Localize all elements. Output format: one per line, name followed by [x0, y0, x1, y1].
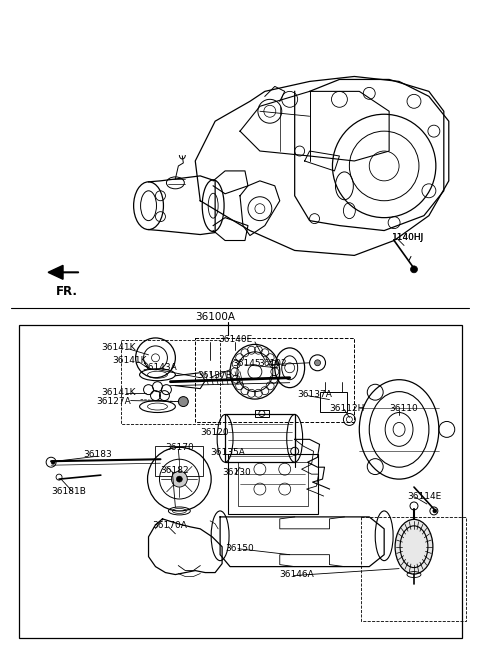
- Text: 36141K: 36141K: [101, 343, 135, 352]
- Bar: [120, 340, 220, 424]
- Text: 36114E: 36114E: [407, 492, 441, 501]
- Text: 36137A: 36137A: [298, 390, 333, 399]
- Text: 36141K: 36141K: [101, 388, 135, 397]
- Bar: [320, 392, 348, 411]
- Text: 36135A: 36135A: [210, 448, 245, 457]
- Text: 36112H: 36112H: [329, 403, 365, 413]
- Text: 36150: 36150: [225, 544, 254, 553]
- Bar: [225, 415, 295, 462]
- Bar: [238, 462, 308, 506]
- Bar: [156, 446, 203, 476]
- Text: 36181B: 36181B: [51, 487, 86, 496]
- Text: 1140HJ: 1140HJ: [392, 233, 424, 242]
- Circle shape: [410, 266, 418, 273]
- Bar: [19, 325, 462, 638]
- Text: 36130: 36130: [222, 468, 251, 477]
- Text: 36102: 36102: [258, 359, 287, 368]
- Circle shape: [171, 471, 187, 487]
- Text: 36183: 36183: [83, 450, 112, 459]
- Text: 1140HJ: 1140HJ: [392, 233, 424, 242]
- Text: 36140E: 36140E: [218, 335, 252, 344]
- Text: FR.: FR.: [56, 285, 78, 298]
- Text: 36120: 36120: [200, 428, 229, 438]
- Bar: [255, 409, 269, 417]
- Text: 36182: 36182: [160, 466, 189, 475]
- Text: 36141K: 36141K: [113, 356, 147, 365]
- Text: 36143A: 36143A: [143, 363, 177, 372]
- Text: 36170A: 36170A: [153, 521, 187, 530]
- Polygon shape: [48, 265, 63, 279]
- Ellipse shape: [395, 519, 433, 574]
- Text: 36100A: 36100A: [195, 312, 235, 322]
- Circle shape: [433, 509, 437, 513]
- Text: 36145: 36145: [232, 359, 261, 368]
- Bar: [228, 455, 318, 514]
- Bar: [361, 517, 466, 622]
- Text: 36146A: 36146A: [280, 570, 314, 578]
- Circle shape: [51, 460, 55, 464]
- Circle shape: [176, 476, 182, 482]
- Bar: [195, 338, 354, 422]
- Circle shape: [314, 360, 321, 365]
- Text: 36127A: 36127A: [96, 396, 131, 405]
- Text: 36110: 36110: [389, 403, 418, 413]
- Text: 36137B: 36137B: [197, 371, 232, 380]
- Circle shape: [179, 396, 188, 407]
- Text: 36170: 36170: [166, 443, 194, 453]
